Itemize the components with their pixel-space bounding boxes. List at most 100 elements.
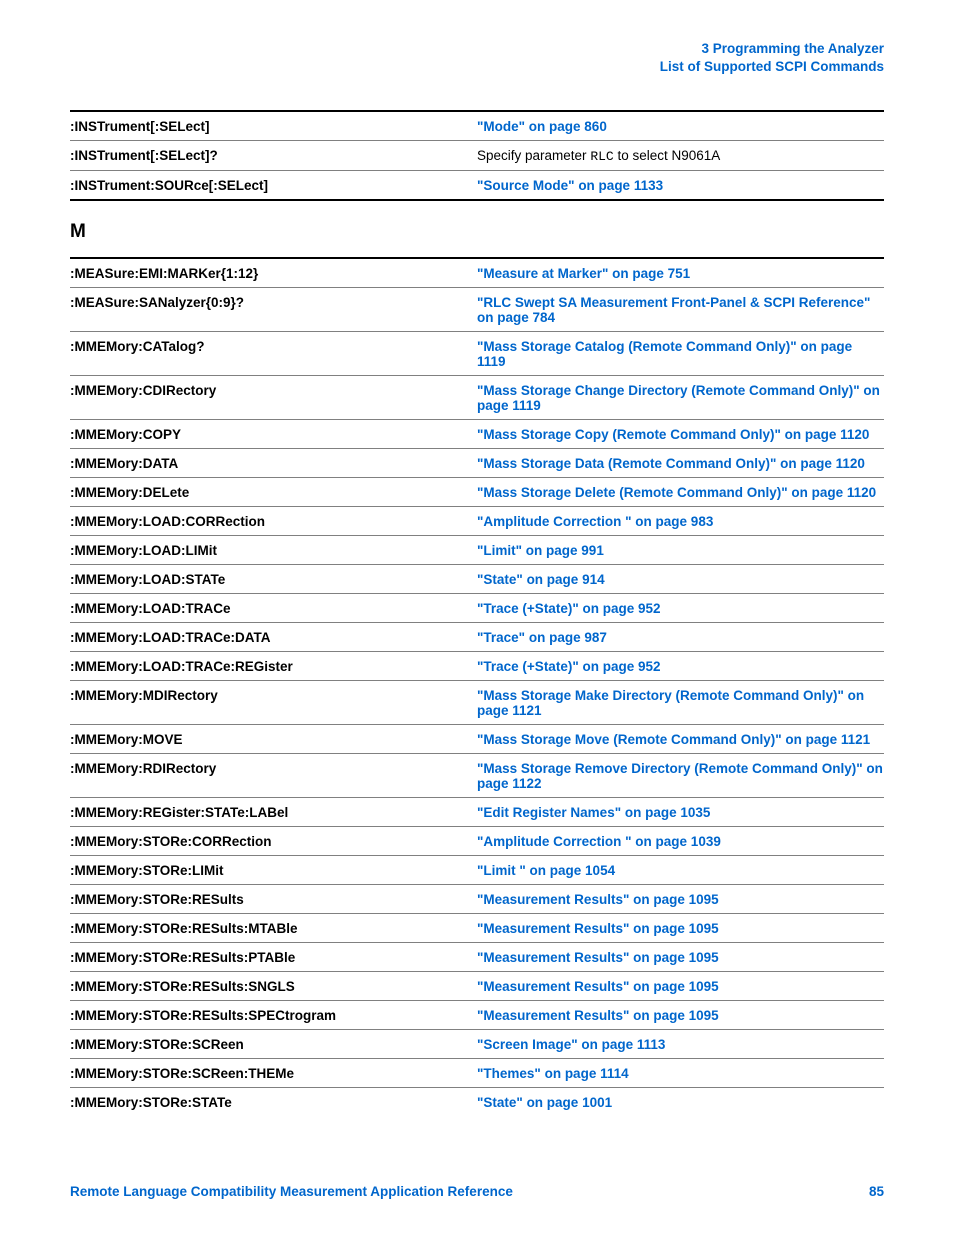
scpi-command: :MMEMory:STORe:STATe	[70, 1088, 477, 1117]
reference-link[interactable]: "Measurement Results" on page 1095	[477, 979, 719, 994]
reference-link[interactable]: "Edit Register Names" on page 1035	[477, 805, 710, 820]
table-row: :INSTrument[:SELect]?Specify parameter R…	[70, 141, 884, 171]
reference-cell: "Mass Storage Copy (Remote Command Only)…	[477, 420, 884, 449]
header-chapter: 3 Programming the Analyzer	[70, 40, 884, 58]
table-row: :MMEMory:STORe:CORRection"Amplitude Corr…	[70, 827, 884, 856]
scpi-command: :MMEMory:STORe:RESults	[70, 885, 477, 914]
scpi-command: :MMEMory:STORe:SCReen	[70, 1030, 477, 1059]
scpi-command: :MMEMory:STORe:RESults:SNGLS	[70, 972, 477, 1001]
scpi-command: :MMEMory:STORe:LIMit	[70, 856, 477, 885]
reference-link[interactable]: "Mass Storage Remove Directory (Remote C…	[477, 761, 883, 791]
table-row: :MMEMory:LOAD:STATe"State" on page 914	[70, 565, 884, 594]
table-row: :MEASure:SANalyzer{0:9}?"RLC Swept SA Me…	[70, 288, 884, 332]
footer-page-number: 85	[869, 1184, 884, 1199]
reference-cell: "Screen Image" on page 1113	[477, 1030, 884, 1059]
reference-link[interactable]: "Measurement Results" on page 1095	[477, 1008, 719, 1023]
reference-link[interactable]: "Amplitude Correction " on page 1039	[477, 834, 721, 849]
reference-cell: "State" on page 1001	[477, 1088, 884, 1117]
reference-cell: "Edit Register Names" on page 1035	[477, 798, 884, 827]
table-row: :MMEMory:MDIRectory"Mass Storage Make Di…	[70, 681, 884, 725]
scpi-command: :MMEMory:COPY	[70, 420, 477, 449]
table-row: :MMEMory:DATA"Mass Storage Data (Remote …	[70, 449, 884, 478]
table-row: :MMEMory:COPY"Mass Storage Copy (Remote …	[70, 420, 884, 449]
scpi-command: :MMEMory:MDIRectory	[70, 681, 477, 725]
reference-link[interactable]: "Amplitude Correction " on page 983	[477, 514, 713, 529]
reference-link[interactable]: "Mass Storage Copy (Remote Command Only)…	[477, 427, 869, 442]
section-m-table: :MEASure:EMI:MARKer{1:12}"Measure at Mar…	[70, 257, 884, 1116]
table-row: :MMEMory:LOAD:CORRection"Amplitude Corre…	[70, 507, 884, 536]
table-row: :MMEMory:STORe:SCReen:THEMe"Themes" on p…	[70, 1059, 884, 1088]
section-heading-m: M	[70, 221, 884, 243]
reference-link[interactable]: "Trace (+State)" on page 952	[477, 659, 661, 674]
scpi-command: :MMEMory:MOVE	[70, 725, 477, 754]
scpi-command: :MMEMory:LOAD:TRACe	[70, 594, 477, 623]
reference-link[interactable]: "RLC Swept SA Measurement Front-Panel & …	[477, 295, 870, 325]
reference-link[interactable]: "Themes" on page 1114	[477, 1066, 629, 1081]
reference-cell: "State" on page 914	[477, 565, 884, 594]
reference-cell: "Limit " on page 1054	[477, 856, 884, 885]
scpi-command: :MMEMory:STORe:RESults:PTABle	[70, 943, 477, 972]
reference-cell: "Limit" on page 991	[477, 536, 884, 565]
reference-cell: "Amplitude Correction " on page 1039	[477, 827, 884, 856]
table-row: :MMEMory:LOAD:TRACe:REGister"Trace (+Sta…	[70, 652, 884, 681]
scpi-command: :MMEMory:STORe:RESults:SPECtrogram	[70, 1001, 477, 1030]
scpi-command: :MMEMory:CDIRectory	[70, 376, 477, 420]
table-row: :MMEMory:STORe:RESults"Measurement Resul…	[70, 885, 884, 914]
reference-cell: "Mass Storage Remove Directory (Remote C…	[477, 754, 884, 798]
table-row: :MMEMory:REGister:STATe:LABel"Edit Regis…	[70, 798, 884, 827]
reference-link[interactable]: "Trace (+State)" on page 952	[477, 601, 661, 616]
table-row: :MMEMory:MOVE"Mass Storage Move (Remote …	[70, 725, 884, 754]
reference-link[interactable]: "Mass Storage Make Directory (Remote Com…	[477, 688, 864, 718]
reference-cell: "Measurement Results" on page 1095	[477, 972, 884, 1001]
scpi-command: :MMEMory:LOAD:STATe	[70, 565, 477, 594]
reference-link[interactable]: "Measurement Results" on page 1095	[477, 950, 719, 965]
reference-link[interactable]: "State" on page 1001	[477, 1095, 612, 1110]
reference-link[interactable]: "State" on page 914	[477, 572, 605, 587]
table-row: :MMEMory:CATalog?"Mass Storage Catalog (…	[70, 332, 884, 376]
scpi-command: :MMEMory:STORe:SCReen:THEMe	[70, 1059, 477, 1088]
reference-cell: "Mass Storage Make Directory (Remote Com…	[477, 681, 884, 725]
reference-link[interactable]: "Screen Image" on page 1113	[477, 1037, 665, 1052]
reference-text: to select N9061A	[614, 148, 721, 163]
reference-link[interactable]: "Mass Storage Data (Remote Command Only)…	[477, 456, 865, 471]
scpi-command: :MMEMory:DATA	[70, 449, 477, 478]
scpi-command: :MMEMory:STORe:CORRection	[70, 827, 477, 856]
reference-cell: "Amplitude Correction " on page 983	[477, 507, 884, 536]
reference-cell: "RLC Swept SA Measurement Front-Panel & …	[477, 288, 884, 332]
table-row: :INSTrument:SOURce[:SELect]"Source Mode"…	[70, 171, 884, 201]
reference-link[interactable]: "Mass Storage Delete (Remote Command Onl…	[477, 485, 876, 500]
reference-cell: "Source Mode" on page 1133	[477, 171, 884, 201]
reference-cell: "Mode" on page 860	[477, 111, 884, 141]
scpi-command: :MMEMory:LOAD:LIMit	[70, 536, 477, 565]
reference-cell: "Measurement Results" on page 1095	[477, 1001, 884, 1030]
reference-link[interactable]: "Source Mode" on page 1133	[477, 178, 663, 193]
reference-cell: "Themes" on page 1114	[477, 1059, 884, 1088]
reference-link[interactable]: "Mass Storage Catalog (Remote Command On…	[477, 339, 852, 369]
reference-cell: "Measurement Results" on page 1095	[477, 943, 884, 972]
scpi-command: :INSTrument:SOURce[:SELect]	[70, 171, 477, 201]
scpi-command: :MEASure:EMI:MARKer{1:12}	[70, 258, 477, 288]
scpi-command: :MMEMory:RDIRectory	[70, 754, 477, 798]
reference-link[interactable]: "Limit" on page 991	[477, 543, 604, 558]
reference-link[interactable]: "Measure at Marker" on page 751	[477, 266, 690, 281]
scpi-command: :MMEMory:DELete	[70, 478, 477, 507]
scpi-command: :MMEMory:REGister:STATe:LABel	[70, 798, 477, 827]
table-row: :MMEMory:STORe:RESults:PTABle"Measuremen…	[70, 943, 884, 972]
table-row: :MMEMory:LOAD:TRACe"Trace (+State)" on p…	[70, 594, 884, 623]
top-table: :INSTrument[:SELect]"Mode" on page 860:I…	[70, 110, 884, 201]
reference-cell: "Trace (+State)" on page 952	[477, 594, 884, 623]
footer-title: Remote Language Compatibility Measuremen…	[70, 1184, 513, 1199]
table-row: :INSTrument[:SELect]"Mode" on page 860	[70, 111, 884, 141]
table-row: :MMEMory:RDIRectory"Mass Storage Remove …	[70, 754, 884, 798]
reference-link[interactable]: "Trace" on page 987	[477, 630, 607, 645]
reference-link[interactable]: "Limit " on page 1054	[477, 863, 615, 878]
reference-link[interactable]: "Measurement Results" on page 1095	[477, 921, 719, 936]
reference-link[interactable]: "Mass Storage Change Directory (Remote C…	[477, 383, 880, 413]
reference-link[interactable]: "Mass Storage Move (Remote Command Only)…	[477, 732, 870, 747]
table-row: :MMEMory:STORe:SCReen"Screen Image" on p…	[70, 1030, 884, 1059]
table-row: :MMEMory:DELete"Mass Storage Delete (Rem…	[70, 478, 884, 507]
reference-link[interactable]: "Mode" on page 860	[477, 119, 607, 134]
reference-link[interactable]: "Measurement Results" on page 1095	[477, 892, 719, 907]
reference-cell: "Trace (+State)" on page 952	[477, 652, 884, 681]
scpi-command: :MMEMory:STORe:RESults:MTABle	[70, 914, 477, 943]
